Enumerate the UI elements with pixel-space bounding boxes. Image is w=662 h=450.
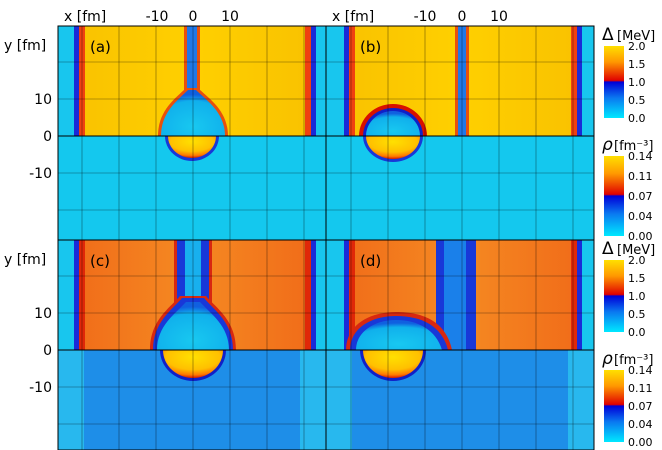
y-tick-bottom--10: -10 — [29, 380, 52, 396]
y-tick-top-0: 0 — [43, 129, 52, 145]
colorbar-gap-top-tick-3: 0.5 — [628, 94, 646, 107]
panel-b — [326, 26, 594, 240]
panel-c — [58, 240, 326, 450]
colorbar-density-bottom-tick-1: 0.11 — [628, 382, 653, 395]
colorbar-density-bottom-symbol: ρ — [602, 349, 613, 369]
colorbar-gap-bottom-tick-2: 1.0 — [628, 290, 646, 303]
colorbar-gap-top-tick-1: 1.5 — [628, 58, 646, 71]
colorbar-gap-bottom-tick-3: 0.5 — [628, 308, 646, 321]
panel-d — [326, 240, 594, 450]
colorbar-density-bottom-tick-2: 0.07 — [628, 400, 653, 413]
y-tick-bottom-10: 10 — [34, 306, 52, 322]
x-tick-left-10: 10 — [221, 9, 239, 25]
colorbar-density-top-tick-3: 0.04 — [628, 210, 653, 223]
colorbar-gap-bottom: Δ [MeV] 2.0 1.5 1.0 0.5 0.0 — [602, 239, 655, 339]
colorbar-density-bottom: ρ [fm⁻³] 0.14 0.11 0.07 0.04 0.00 — [602, 349, 653, 449]
panel-label-b: (b) — [360, 38, 381, 56]
colorbar-gap-top-tick-2: 1.0 — [628, 76, 646, 89]
panel-label-c: (c) — [90, 252, 110, 270]
x-tick-left--10: -10 — [146, 9, 169, 25]
colorbar-density-bottom-tick-4: 0.00 — [628, 436, 653, 449]
colorbar-gap-top-bar — [604, 46, 624, 118]
colorbar-gap-bottom-symbol: Δ — [602, 239, 614, 259]
y-tick-bottom-0: 0 — [43, 343, 52, 359]
colorbar-density-top: ρ [fm⁻³] 0.14 0.11 0.07 0.04 0.00 — [602, 135, 653, 243]
x-tick-right-0: 0 — [458, 9, 467, 25]
colorbar-gap-bottom-tick-0: 2.0 — [628, 254, 646, 267]
colorbar-density-top-tick-4: 0.00 — [628, 230, 653, 243]
panel-a — [58, 26, 326, 240]
colorbar-gap-top-tick-4: 0.0 — [628, 112, 646, 125]
colorbar-gap-bottom-tick-4: 0.0 — [628, 326, 646, 339]
x-tick-right-10: 10 — [490, 9, 508, 25]
colorbar-density-bottom-tick-3: 0.04 — [628, 418, 653, 431]
colorbar-gap-top-symbol: Δ — [602, 25, 614, 45]
colorbar-density-top-bar — [604, 156, 624, 236]
colorbar-density-top-tick-0: 0.14 — [628, 150, 653, 163]
y-axis-label-bottom: y [fm] — [4, 252, 46, 268]
colorbar-gap-top: Δ [MeV] 2.0 1.5 1.0 0.5 0.0 — [602, 25, 655, 125]
colorbar-density-bottom-bar — [604, 370, 624, 442]
colorbar-density-top-symbol: ρ — [602, 135, 613, 155]
colorbar-density-bottom-tick-0: 0.14 — [628, 364, 653, 377]
panel-label-d: (d) — [360, 252, 381, 270]
y-tick-top-10: 10 — [34, 92, 52, 108]
colorbar-gap-bottom-tick-1: 1.5 — [628, 272, 646, 285]
x-tick-left-0: 0 — [189, 9, 198, 25]
x-axis-label-right: x [fm] — [332, 9, 374, 25]
colorbar-gap-bottom-bar — [604, 260, 624, 332]
panel-label-a: (a) — [90, 38, 111, 56]
colorbar-gap-top-tick-0: 2.0 — [628, 40, 646, 53]
y-axis-label-top: y [fm] — [4, 38, 46, 54]
colorbar-density-top-tick-2: 0.07 — [628, 190, 653, 203]
y-tick-top--10: -10 — [29, 166, 52, 182]
x-tick-right--10: -10 — [414, 9, 437, 25]
x-axis-label-left: x [fm] — [64, 9, 106, 25]
colorbar-density-top-tick-1: 0.11 — [628, 170, 653, 183]
